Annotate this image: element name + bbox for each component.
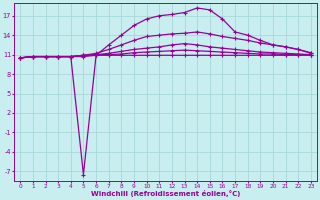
X-axis label: Windchill (Refroidissement éolien,°C): Windchill (Refroidissement éolien,°C) xyxy=(91,190,240,197)
